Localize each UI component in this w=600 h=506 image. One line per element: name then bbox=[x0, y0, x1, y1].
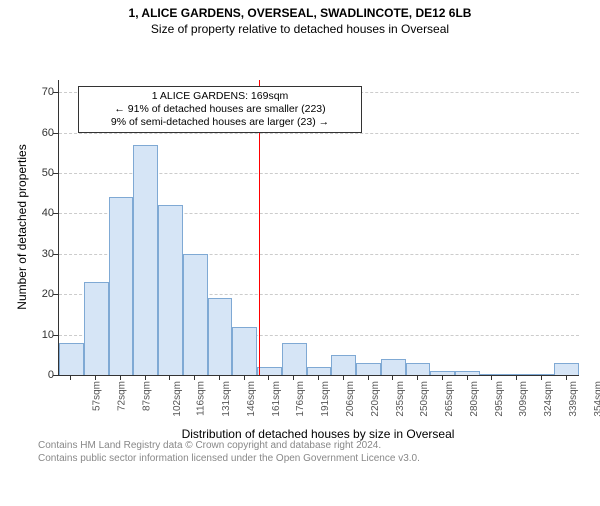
x-tick-label: 324sqm bbox=[543, 381, 554, 417]
x-tick-label: 265sqm bbox=[444, 381, 455, 417]
y-tick-mark bbox=[53, 294, 58, 295]
x-tick-mark bbox=[95, 375, 96, 380]
footer: Contains HM Land Registry data © Crown c… bbox=[38, 440, 600, 465]
x-tick-label: 116sqm bbox=[196, 381, 207, 416]
y-tick-label: 40 bbox=[24, 207, 54, 219]
x-tick-label: 339sqm bbox=[568, 381, 579, 417]
bar bbox=[554, 363, 579, 375]
x-axis-title: Distribution of detached houses by size … bbox=[58, 427, 578, 441]
x-tick-mark bbox=[541, 375, 542, 380]
x-tick-label: 72sqm bbox=[117, 381, 128, 411]
bar bbox=[406, 363, 431, 375]
x-tick-mark bbox=[244, 375, 245, 380]
x-tick-label: 176sqm bbox=[296, 381, 307, 417]
bar bbox=[133, 145, 158, 375]
x-tick-mark bbox=[194, 375, 195, 380]
x-tick-mark bbox=[268, 375, 269, 380]
x-tick-mark bbox=[467, 375, 468, 380]
x-tick-mark bbox=[392, 375, 393, 380]
x-tick-mark bbox=[219, 375, 220, 380]
bar bbox=[84, 282, 109, 375]
y-tick-mark bbox=[53, 133, 58, 134]
x-tick-label: 309sqm bbox=[518, 381, 529, 417]
annotation-line-2: ← 91% of detached houses are smaller (22… bbox=[85, 103, 355, 116]
x-tick-label: 206sqm bbox=[345, 381, 356, 417]
y-tick-label: 50 bbox=[24, 167, 54, 179]
x-tick-mark bbox=[120, 375, 121, 380]
bar bbox=[109, 197, 134, 375]
bar bbox=[381, 359, 406, 375]
y-tick-mark bbox=[53, 213, 58, 214]
bar bbox=[183, 254, 208, 375]
x-tick-mark bbox=[566, 375, 567, 380]
y-tick-mark bbox=[53, 254, 58, 255]
x-tick-mark bbox=[442, 375, 443, 380]
x-tick-label: 235sqm bbox=[395, 381, 406, 417]
subtitle: Size of property relative to detached ho… bbox=[0, 22, 600, 36]
x-tick-mark bbox=[417, 375, 418, 380]
annotation-line-3: 9% of semi-detached houses are larger (2… bbox=[85, 116, 355, 129]
x-tick-mark bbox=[293, 375, 294, 380]
y-tick-label: 30 bbox=[24, 248, 54, 260]
chart-container: Number of detached properties 0102030405… bbox=[0, 36, 600, 436]
bar bbox=[331, 355, 356, 375]
x-tick-mark bbox=[145, 375, 146, 380]
annotation-box: 1 ALICE GARDENS: 169sqm ← 91% of detache… bbox=[78, 86, 362, 133]
x-tick-label: 102sqm bbox=[172, 381, 183, 417]
footer-line-2: Contains public sector information licen… bbox=[38, 453, 600, 466]
y-tick-mark bbox=[53, 173, 58, 174]
bar bbox=[307, 367, 332, 375]
x-tick-label: 131sqm bbox=[221, 381, 232, 417]
y-tick-label: 60 bbox=[24, 127, 54, 139]
y-tick-label: 70 bbox=[24, 86, 54, 98]
bar bbox=[430, 371, 455, 375]
x-tick-label: 87sqm bbox=[141, 381, 152, 411]
bar bbox=[208, 298, 233, 375]
x-tick-label: 161sqm bbox=[271, 381, 282, 417]
x-tick-mark bbox=[491, 375, 492, 380]
x-tick-label: 280sqm bbox=[469, 381, 480, 417]
bar bbox=[232, 327, 257, 375]
x-tick-mark bbox=[516, 375, 517, 380]
bar bbox=[455, 371, 480, 375]
annotation-line-1: 1 ALICE GARDENS: 169sqm bbox=[85, 90, 355, 103]
y-tick-label: 20 bbox=[24, 288, 54, 300]
bar bbox=[282, 343, 307, 375]
footer-line-1: Contains HM Land Registry data © Crown c… bbox=[38, 440, 600, 453]
x-tick-mark bbox=[343, 375, 344, 380]
x-tick-label: 354sqm bbox=[593, 381, 600, 417]
x-tick-mark bbox=[70, 375, 71, 380]
y-tick-mark bbox=[53, 335, 58, 336]
bar bbox=[529, 374, 554, 375]
x-tick-mark bbox=[169, 375, 170, 380]
x-tick-label: 220sqm bbox=[370, 381, 381, 417]
y-tick-mark bbox=[53, 375, 58, 376]
bar bbox=[158, 205, 183, 375]
x-tick-label: 250sqm bbox=[419, 381, 430, 417]
bar bbox=[257, 367, 282, 375]
bar bbox=[59, 343, 84, 375]
x-tick-mark bbox=[368, 375, 369, 380]
x-tick-label: 146sqm bbox=[246, 381, 257, 417]
x-tick-label: 295sqm bbox=[494, 381, 505, 417]
y-tick-mark bbox=[53, 92, 58, 93]
address-title: 1, ALICE GARDENS, OVERSEAL, SWADLINCOTE,… bbox=[0, 6, 600, 20]
x-tick-label: 191sqm bbox=[320, 381, 331, 417]
bar bbox=[356, 363, 381, 375]
y-tick-label: 0 bbox=[24, 369, 54, 381]
x-tick-mark bbox=[318, 375, 319, 380]
y-tick-label: 10 bbox=[24, 329, 54, 341]
x-tick-label: 57sqm bbox=[92, 381, 103, 411]
